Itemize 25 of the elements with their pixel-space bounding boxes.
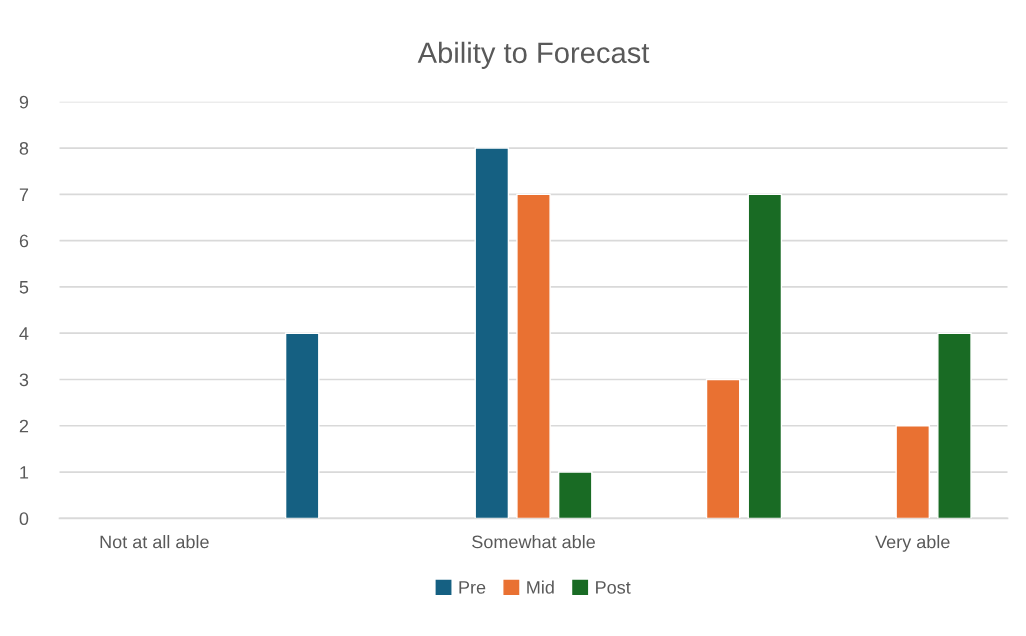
x-tick-label: Not at all able — [100, 535, 209, 549]
x-tick-label: Very able — [875, 535, 950, 552]
bar — [937, 332, 972, 519]
bar — [895, 425, 931, 519]
bar — [705, 378, 741, 519]
bar — [474, 147, 510, 519]
legend-label: Pre — [459, 581, 486, 594]
legend-label: Mid — [527, 580, 554, 594]
bar — [516, 193, 551, 519]
legend-label: Post — [596, 581, 631, 594]
chart-title: Ability to Forecast — [417, 41, 650, 69]
y-tick-label: 0 — [19, 512, 29, 526]
y-tick-label: 8 — [19, 141, 29, 155]
y-tick-label: 3 — [19, 373, 29, 387]
y-tick-label: 5 — [19, 281, 29, 294]
y-tick-label: 9 — [19, 95, 29, 109]
bar — [557, 471, 593, 519]
x-tick-label: Somewhat able — [472, 535, 595, 549]
y-tick-label: 6 — [19, 234, 29, 248]
y-tick-label: 4 — [19, 327, 29, 340]
bar — [747, 193, 783, 519]
y-tick-label: 7 — [19, 188, 29, 201]
y-tick-label: 2 — [19, 419, 29, 433]
bar — [284, 332, 320, 519]
y-tick-label: 1 — [20, 466, 29, 479]
